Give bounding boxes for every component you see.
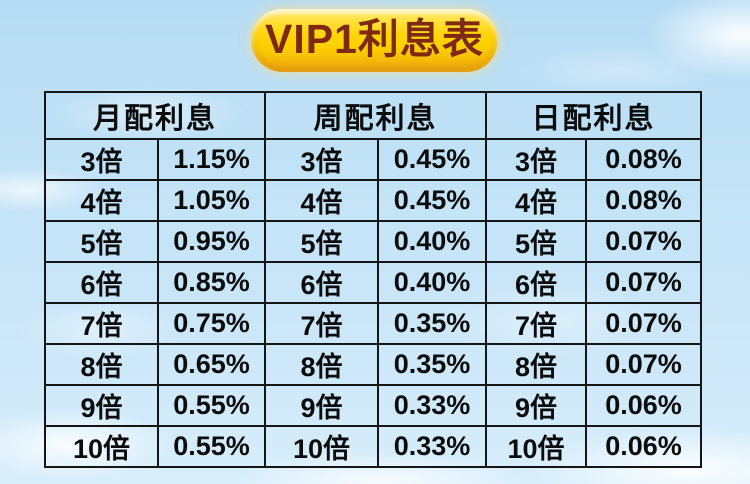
table-body: 3倍 1.15% 3倍 0.45% 3倍 0.08% 4倍 1.05% 4倍 0.45% 4倍 0.0…: [44, 138, 703, 468]
rate-cell: 0.55%: [156, 425, 267, 468]
rate-cell: 0.40%: [377, 261, 488, 304]
leverage-cell: 10倍: [485, 425, 588, 468]
rate-cell: 0.40%: [377, 220, 488, 263]
rate-cell: 0.07%: [585, 302, 703, 345]
column-header-daily: 日配利息: [485, 91, 703, 140]
rate-cell: 0.06%: [585, 384, 703, 427]
rate-cell: 0.06%: [585, 425, 703, 468]
leverage-cell: 8倍: [44, 343, 159, 386]
leverage-cell: 9倍: [264, 384, 380, 427]
leverage-cell: 5倍: [485, 220, 588, 263]
rate-cell: 0.33%: [377, 384, 488, 427]
leverage-cell: 3倍: [264, 138, 380, 181]
table-row: 10倍 0.55% 10倍 0.33% 10倍 0.06%: [44, 425, 703, 468]
leverage-cell: 3倍: [485, 138, 588, 181]
table-header: 月配利息 周配利息 日配利息: [43, 91, 703, 140]
rate-cell: 0.07%: [585, 343, 703, 386]
leverage-cell: 10倍: [264, 425, 380, 468]
leverage-cell: 10倍: [44, 425, 159, 468]
rate-cell: 0.35%: [377, 343, 488, 386]
rate-cell: 0.33%: [377, 425, 488, 468]
rate-cell: 0.55%: [156, 384, 267, 427]
leverage-cell: 7倍: [485, 302, 588, 345]
page-title: VIP1利息表: [265, 15, 484, 62]
rate-cell: 0.07%: [585, 220, 703, 263]
rate-cell: 0.65%: [156, 343, 267, 386]
rate-cell: 0.08%: [585, 179, 703, 222]
leverage-cell: 3倍: [44, 138, 159, 181]
leverage-cell: 7倍: [264, 302, 380, 345]
rate-cell: 0.85%: [156, 261, 267, 304]
rate-cell: 0.07%: [585, 261, 703, 304]
rate-cell: 0.08%: [585, 138, 703, 181]
rate-cell: 0.75%: [156, 302, 267, 345]
leverage-cell: 4倍: [264, 179, 380, 222]
leverage-cell: 9倍: [485, 384, 588, 427]
rate-cell: 1.05%: [156, 179, 267, 222]
table-row: 7倍 0.75% 7倍 0.35% 7倍 0.07%: [44, 302, 703, 345]
leverage-cell: 4倍: [485, 179, 588, 222]
leverage-cell: 6倍: [44, 261, 159, 304]
rate-cell: 0.35%: [377, 302, 488, 345]
leverage-cell: 5倍: [264, 220, 380, 263]
title-badge: VIP1利息表: [251, 9, 498, 72]
rate-cell: 0.45%: [377, 138, 488, 181]
leverage-cell: 8倍: [485, 343, 588, 386]
table-row: 4倍 1.05% 4倍 0.45% 4倍 0.08%: [44, 179, 703, 222]
leverage-cell: 8倍: [264, 343, 380, 386]
leverage-cell: 7倍: [44, 302, 159, 345]
table-row: 3倍 1.15% 3倍 0.45% 3倍 0.08%: [44, 138, 703, 181]
interest-rate-table: 月配利息 周配利息 日配利息 3倍 1.15% 3倍 0.45% 3倍 0.08% 4倍 1.…: [43, 91, 703, 468]
leverage-cell: 4倍: [44, 179, 159, 222]
table-row: 5倍 0.95% 5倍 0.40% 5倍 0.07%: [44, 220, 703, 263]
leverage-cell: 5倍: [44, 220, 159, 263]
leverage-cell: 6倍: [264, 261, 380, 304]
rate-cell: 0.45%: [377, 179, 488, 222]
column-header-weekly: 周配利息: [264, 91, 488, 140]
column-header-monthly: 月配利息: [43, 91, 267, 140]
leverage-cell: 9倍: [44, 384, 159, 427]
rate-cell: 0.95%: [156, 220, 267, 263]
table-row: 8倍 0.65% 8倍 0.35% 8倍 0.07%: [44, 343, 703, 386]
leverage-cell: 6倍: [485, 261, 588, 304]
header-row: 月配利息 周配利息 日配利息: [43, 91, 703, 140]
table-row: 9倍 0.55% 9倍 0.33% 9倍 0.06%: [44, 384, 703, 427]
table-row: 6倍 0.85% 6倍 0.40% 6倍 0.07%: [44, 261, 703, 304]
rate-cell: 1.15%: [156, 138, 267, 181]
